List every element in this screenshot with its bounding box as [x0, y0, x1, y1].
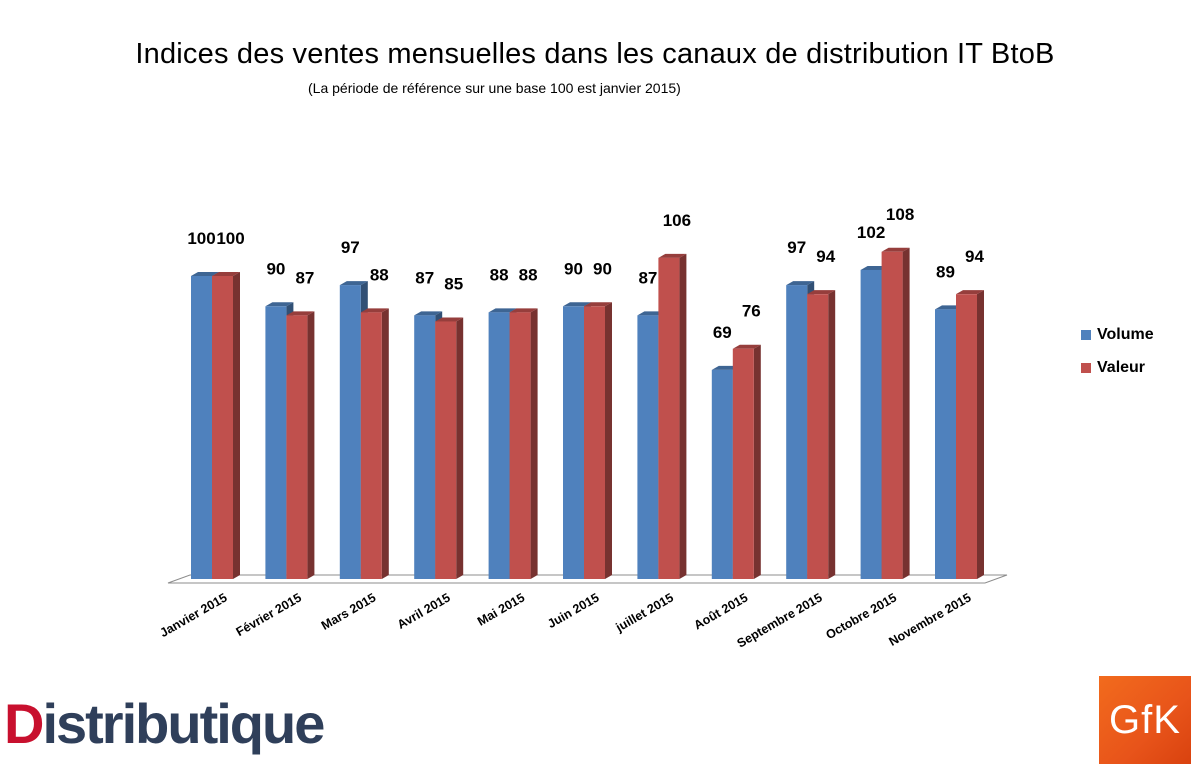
bar-top-volume-8 — [786, 281, 815, 286]
bar-side-valeur-5 — [605, 302, 612, 579]
bar-top-valeur-10 — [956, 290, 984, 295]
data-label-volume-6: 87 — [638, 268, 657, 287]
bar-volume-10 — [935, 309, 956, 579]
bar-side-valeur-1 — [307, 311, 315, 579]
gfk-logo: GfK — [1099, 676, 1191, 764]
bar-volume-8 — [786, 285, 808, 579]
bar-top-valeur-7 — [732, 344, 761, 349]
legend-item-valeur: Valeur — [1081, 351, 1154, 384]
bar-side-valeur-4 — [530, 308, 538, 579]
bar-top-volume-1 — [265, 302, 294, 307]
data-label-valeur-9: 108 — [886, 205, 914, 224]
bar-top-volume-3 — [414, 311, 443, 316]
bar-top-valeur-3 — [435, 317, 464, 322]
category-label-9: Octobre 2015 — [823, 590, 899, 642]
distributique-logo: Distributique — [4, 690, 325, 758]
category-label-5: Juin 2015 — [545, 590, 601, 631]
bar-side-valeur-9 — [902, 247, 910, 579]
category-label-1: Février 2015 — [234, 590, 304, 639]
bar-side-valeur-2 — [381, 308, 389, 579]
bar-volume-1 — [265, 306, 287, 579]
bar-top-valeur-4 — [509, 308, 538, 313]
bar-side-valeur-3 — [456, 317, 464, 579]
data-label-valeur-3: 85 — [444, 274, 463, 293]
bar-valeur-4 — [509, 312, 531, 579]
data-label-volume-3: 87 — [415, 268, 434, 287]
bar-valeur-7 — [732, 348, 754, 579]
category-label-0: Janvier 2015 — [157, 590, 229, 640]
legend-item-volume: Volume — [1081, 318, 1154, 351]
bar-valeur-2 — [360, 312, 382, 579]
bar-valeur-1 — [286, 315, 308, 579]
bar-valeur-9 — [881, 251, 903, 579]
bar-valeur-8 — [807, 294, 829, 579]
distributique-logo-rest: istributique — [42, 692, 325, 755]
bar-volume-9 — [860, 269, 882, 579]
data-label-valeur-2: 88 — [370, 265, 389, 284]
bar-volume-2 — [339, 285, 361, 579]
data-label-volume-10: 89 — [936, 262, 955, 281]
bar-side-valeur-7 — [753, 344, 761, 579]
bar-top-valeur-9 — [881, 247, 910, 252]
bar-side-valeur-0 — [233, 272, 240, 579]
chart-legend: Volume Valeur — [1081, 318, 1154, 384]
data-label-volume-8: 97 — [787, 238, 806, 257]
category-label-7: Août 2015 — [692, 590, 751, 632]
data-label-volume-9: 102 — [857, 223, 885, 242]
legend-swatch-valeur — [1081, 362, 1091, 373]
distributique-logo-first: D — [4, 692, 44, 755]
bar-top-valeur-0 — [212, 272, 240, 276]
category-label-4: Mai 2015 — [475, 590, 527, 628]
bar-volume-0 — [191, 276, 212, 579]
bar-valeur-6 — [658, 257, 680, 579]
data-label-valeur-0: 100 — [216, 229, 244, 248]
legend-label-valeur: Valeur — [1097, 358, 1146, 376]
bar-top-volume-5 — [563, 302, 591, 307]
bar-top-valeur-1 — [286, 311, 315, 316]
chart-title: Indices des ventes mensuelles dans les c… — [135, 38, 1055, 70]
data-label-valeur-10: 94 — [965, 247, 984, 266]
bar-side-valeur-8 — [828, 290, 836, 579]
data-label-valeur-4: 88 — [519, 265, 538, 284]
bar-valeur-0 — [212, 276, 233, 579]
bar-top-volume-4 — [488, 308, 517, 313]
category-label-10: Novembre 2015 — [886, 590, 973, 648]
data-label-volume-7: 69 — [713, 323, 732, 342]
bar-valeur-5 — [584, 306, 605, 579]
bar-volume-5 — [563, 306, 584, 579]
data-label-volume-4: 88 — [490, 265, 509, 284]
legend-label-volume: Volume — [1097, 325, 1154, 343]
bar-top-valeur-8 — [807, 290, 836, 295]
bar-top-valeur-2 — [360, 308, 389, 313]
bar-volume-7 — [711, 369, 733, 579]
bar-volume-3 — [414, 315, 436, 579]
data-label-valeur-6: 106 — [663, 211, 691, 230]
data-label-volume-5: 90 — [564, 259, 583, 278]
data-label-volume-0: 100 — [187, 229, 215, 248]
bar-valeur-3 — [435, 321, 457, 579]
data-label-valeur-5: 90 — [593, 259, 612, 278]
bar-volume-6 — [637, 315, 659, 579]
data-label-valeur-1: 87 — [295, 268, 314, 287]
data-label-volume-1: 90 — [266, 259, 285, 278]
bar-top-volume-2 — [339, 281, 368, 286]
legend-swatch-volume — [1081, 329, 1091, 340]
bar-top-valeur-6 — [658, 253, 687, 258]
bar-top-volume-0 — [191, 272, 219, 276]
category-label-2: Mars 2015 — [319, 590, 378, 632]
data-label-volume-2: 97 — [341, 238, 360, 257]
bar-side-valeur-10 — [977, 290, 984, 579]
bar-volume-4 — [488, 312, 510, 579]
chart-subtitle: (La période de référence sur une base 10… — [308, 80, 681, 96]
bar-side-valeur-6 — [679, 253, 687, 579]
category-label-6: juillet 2015 — [613, 590, 676, 635]
bar-top-valeur-5 — [584, 302, 612, 307]
category-label-3: Avril 2015 — [395, 590, 453, 631]
bar-valeur-10 — [956, 294, 977, 579]
data-label-valeur-7: 76 — [742, 302, 761, 321]
data-label-valeur-8: 94 — [816, 247, 835, 266]
gfk-logo-text: GfK — [1109, 697, 1181, 742]
